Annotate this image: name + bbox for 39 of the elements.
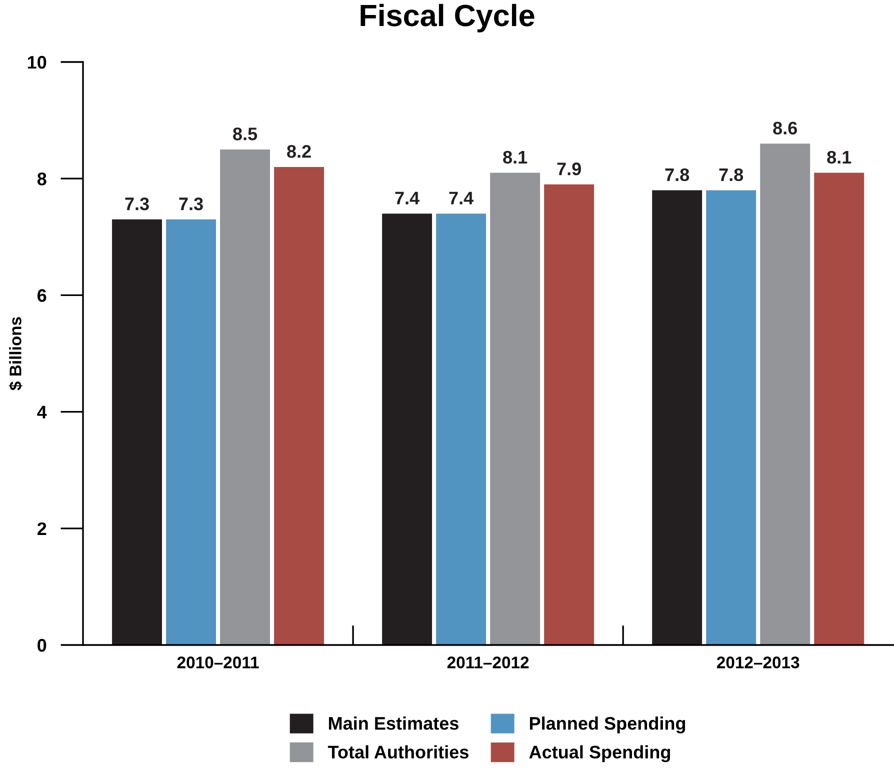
bar	[166, 219, 216, 645]
y-tick-label: 6	[38, 289, 46, 302]
y-axis-title: $ Billions	[8, 317, 22, 390]
y-tick-label: 4	[37, 406, 47, 418]
x-tick-label: 2010–2011	[177, 656, 259, 668]
bar	[760, 144, 810, 645]
y-tick-label: 10	[28, 56, 46, 69]
data-label: 8.6	[773, 122, 797, 134]
x-tick-label: 2011–2012	[447, 656, 529, 668]
bar	[112, 219, 162, 645]
data-label: 7.4	[395, 192, 420, 204]
legend-label: Actual Spending	[529, 745, 670, 762]
data-label: 7.3	[125, 198, 149, 210]
data-label: 8.5	[233, 128, 258, 140]
legend-label: Total Authorities	[328, 745, 468, 758]
y-tick-label: 0	[38, 638, 46, 652]
data-label: 7.8	[719, 168, 744, 182]
bar	[490, 172, 540, 645]
bar	[706, 190, 756, 645]
data-label: 8.1	[503, 150, 528, 164]
bar	[652, 190, 702, 645]
x-tick-label: 2012–2013	[716, 656, 800, 668]
data-label: 8.2	[287, 145, 311, 158]
legend-label: Planned Spending	[530, 716, 686, 734]
bar	[220, 149, 270, 645]
chart-title: Fiscal Cycle	[360, 4, 534, 32]
data-label: 7.9	[557, 162, 581, 176]
bar	[274, 166, 324, 645]
data-label: 8.1	[827, 150, 852, 164]
data-label: 7.4	[449, 192, 474, 204]
legend-label: Main Estimates	[328, 716, 458, 730]
bar	[544, 184, 594, 645]
y-tick-label: 2	[37, 522, 46, 535]
data-label: 7.3	[179, 198, 203, 210]
y-tick-label: 8	[37, 172, 46, 186]
data-label: 7.8	[665, 168, 690, 182]
bar	[814, 172, 864, 645]
bar	[382, 214, 432, 645]
bar	[436, 214, 486, 645]
